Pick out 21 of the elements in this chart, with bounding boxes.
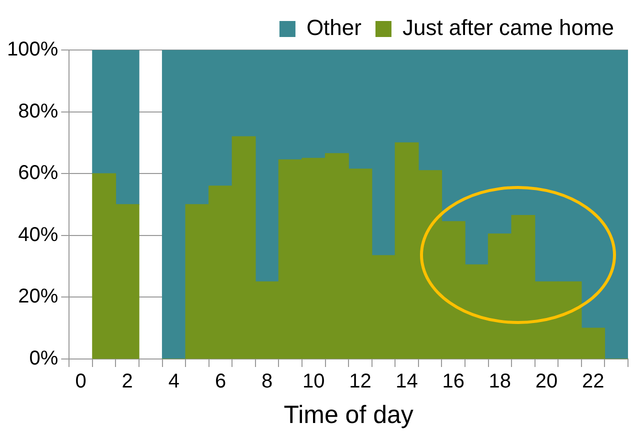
y-tick-label: 0% bbox=[29, 348, 58, 370]
x-tick-label: 20 bbox=[535, 370, 558, 393]
x-tick-label: 6 bbox=[214, 370, 226, 393]
x-tick-label: 8 bbox=[262, 370, 273, 393]
x-tick-label: 18 bbox=[488, 370, 512, 393]
x-tick-label: 10 bbox=[302, 370, 325, 393]
legend-label: Just after came home bbox=[402, 15, 614, 40]
x-tick-label: 14 bbox=[396, 370, 418, 393]
y-tick-label: 80% bbox=[18, 100, 58, 122]
x-tick-label: 22 bbox=[582, 370, 604, 393]
x-tick-label: 0 bbox=[75, 370, 86, 393]
x-tick-label: 4 bbox=[168, 370, 180, 393]
x-tick-label: 2 bbox=[122, 370, 133, 393]
x-tick-label: 12 bbox=[349, 370, 372, 393]
y-tick-label: 60% bbox=[18, 162, 58, 184]
y-tick-label: 20% bbox=[18, 286, 58, 308]
legend-label: Other bbox=[306, 15, 362, 40]
x-axis-title: Time of day bbox=[284, 400, 414, 429]
y-tick-label: 40% bbox=[18, 224, 58, 246]
y-tick-label: 100% bbox=[6, 38, 58, 61]
x-tick-label: 16 bbox=[442, 370, 464, 393]
